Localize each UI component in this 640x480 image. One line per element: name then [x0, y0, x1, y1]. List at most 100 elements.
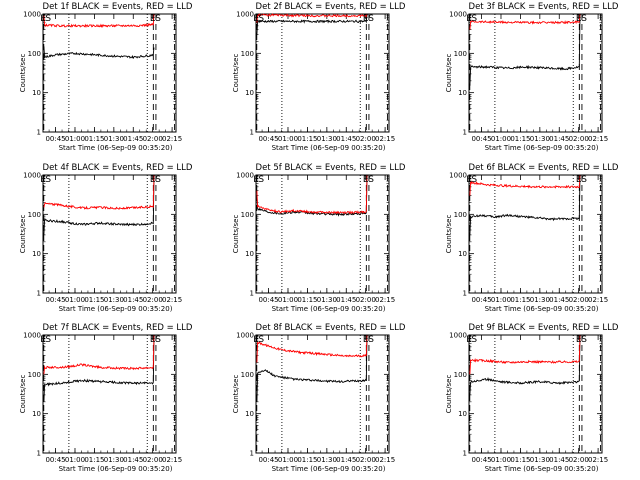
x-tick-label: 01:15	[297, 296, 317, 304]
series-events-line	[469, 13, 581, 86]
marker-label-start: S	[45, 14, 51, 24]
x-tick-label: 02:15	[162, 296, 182, 304]
y-tick-label: 10	[458, 89, 467, 97]
x-tick-label: 01:30	[104, 135, 124, 143]
x-tick-label: 01:00	[491, 296, 511, 304]
x-tick-label: 01:30	[530, 456, 550, 464]
marker-label-start: S	[155, 335, 161, 345]
x-tick-label: 02:00	[569, 296, 589, 304]
x-tick-label: 02:15	[375, 135, 395, 143]
x-tick-label: 01:30	[317, 456, 337, 464]
y-tick-label: 100	[241, 50, 254, 58]
y-axis-label: Counts/sec	[19, 54, 27, 93]
chart-title: Det 6f BLACK = Events, RED = LLD	[469, 163, 619, 173]
detector-panel-5: Det 5f BLACK = Events, RED = LLD 1 10 100 10…	[232, 163, 406, 313]
x-tick-label: 01:15	[510, 296, 530, 304]
marker-label-start: S	[258, 175, 264, 185]
y-tick-label: 1	[463, 450, 467, 458]
chart-title: Det 2f BLACK = Events, RED = LLD	[256, 2, 406, 12]
marker-label-start: S	[258, 14, 264, 24]
y-tick-label: 10	[32, 89, 41, 97]
marker-label-end: E	[466, 335, 472, 345]
series-events-line	[43, 334, 155, 402]
plot-frame	[468, 334, 603, 454]
x-tick-label: 02:00	[356, 135, 376, 143]
x-axis-label: Start Time (06-Sep-09 00:35:20)	[59, 465, 173, 473]
detector-panel-3: Det 3f BLACK = Events, RED = LLD 1 10 100 10…	[445, 2, 619, 152]
x-tick-label: 01:15	[84, 296, 104, 304]
x-tick-label: 01:45	[336, 456, 356, 464]
marker-label-end: E	[150, 175, 156, 185]
series-events-line	[43, 174, 155, 235]
x-tick-label: 02:15	[375, 456, 395, 464]
y-axis-label: Counts/sec	[19, 375, 27, 414]
detector-panel-6: Det 6f BLACK = Events, RED = LLD 1 10 100 10…	[445, 163, 619, 313]
x-tick-label: 02:15	[588, 296, 608, 304]
y-tick-label: 10	[245, 89, 254, 97]
x-tick-label: 01:30	[317, 296, 337, 304]
x-tick-label: 01:30	[104, 296, 124, 304]
y-tick-label: 1000	[23, 332, 41, 340]
chart-title: Det 1f BLACK = Events, RED = LLD	[43, 2, 193, 12]
x-tick-label: 01:45	[549, 135, 569, 143]
x-tick-label: 02:00	[143, 456, 163, 464]
x-tick-label: 01:30	[530, 296, 550, 304]
plot-frame	[255, 13, 390, 133]
x-tick-label: 01:45	[123, 135, 143, 143]
chart-title: Det 4f BLACK = Events, RED = LLD	[43, 163, 193, 173]
y-tick-label: 1000	[449, 11, 467, 19]
x-tick-label: 02:00	[569, 456, 589, 464]
y-tick-label: 10	[245, 250, 254, 258]
x-tick-label: 02:00	[356, 456, 376, 464]
marker-label-start: S	[45, 175, 51, 185]
y-tick-label: 10	[245, 410, 254, 418]
x-tick-label: 01:15	[84, 456, 104, 464]
marker-label-end: E	[253, 14, 259, 24]
x-tick-label: 02:15	[375, 296, 395, 304]
detector-panel-1: Det 1f BLACK = Events, RED = LLD 1 10 100 10…	[19, 2, 193, 152]
y-tick-label: 100	[28, 211, 41, 219]
y-tick-label: 10	[458, 410, 467, 418]
marker-label-end: E	[576, 335, 582, 345]
x-axis-label: Start Time (06-Sep-09 00:35:20)	[59, 305, 173, 313]
x-tick-label: 01:15	[297, 456, 317, 464]
x-tick-label: 01:00	[65, 296, 85, 304]
y-tick-label: 10	[32, 250, 41, 258]
y-axis-label: Counts/sec	[232, 54, 240, 93]
x-tick-label: 01:45	[549, 296, 569, 304]
marker-label-start: S	[581, 335, 587, 345]
y-tick-label: 1000	[449, 332, 467, 340]
marker-label-end: E	[253, 175, 259, 185]
y-tick-label: 10	[32, 410, 41, 418]
y-tick-label: 100	[454, 211, 467, 219]
y-tick-label: 100	[28, 50, 41, 58]
marker-label-end: E	[40, 335, 46, 345]
x-tick-label: 01:15	[510, 135, 530, 143]
chart-title: Det 8f BLACK = Events, RED = LLD	[256, 323, 406, 333]
x-tick-label: 02:00	[143, 135, 163, 143]
marker-label-start: S	[155, 14, 161, 24]
detector-panel-8: Det 8f BLACK = Events, RED = LLD 1 10 100 10…	[232, 323, 406, 473]
plot-frame	[468, 13, 603, 133]
y-tick-label: 1000	[23, 172, 41, 180]
x-tick-label: 00:45	[45, 296, 65, 304]
plot-frame	[42, 334, 177, 454]
series-lld-line	[43, 334, 155, 375]
x-tick-label: 01:00	[65, 456, 85, 464]
detector-panel-7: Det 7f BLACK = Events, RED = LLD 1 10 100 10…	[19, 323, 193, 473]
x-tick-label: 02:15	[162, 135, 182, 143]
marker-label-end: E	[40, 14, 46, 24]
y-tick-label: 1000	[236, 332, 254, 340]
plot-frame	[468, 174, 603, 294]
y-tick-label: 1	[250, 290, 254, 298]
plot-frame	[42, 174, 177, 294]
y-tick-label: 10	[458, 250, 467, 258]
x-tick-label: 00:45	[471, 296, 491, 304]
series-events-line	[256, 174, 368, 217]
x-tick-label: 00:45	[258, 296, 278, 304]
y-axis-label: Counts/sec	[19, 215, 27, 254]
y-tick-label: 1	[250, 450, 254, 458]
series-lld-line	[256, 174, 368, 215]
plot-frame	[42, 13, 177, 133]
